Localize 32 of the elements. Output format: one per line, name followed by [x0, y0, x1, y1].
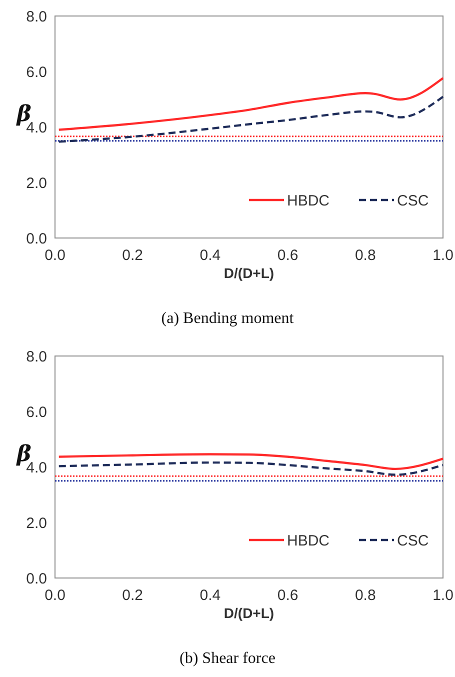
x-tick-label: 0.2: [122, 247, 144, 264]
legend-label: HBDC: [287, 192, 330, 210]
y-tick-label: 0.0: [26, 230, 47, 248]
line-series: [58, 96, 444, 143]
text: (b) Shear force: [180, 650, 276, 667]
y-tick-label: 6.0: [26, 64, 47, 81]
legend-label: HBDC: [287, 532, 330, 550]
x-tick-label: 0.2: [122, 587, 144, 604]
y-tick-label: 8.0: [26, 8, 47, 26]
text: (a) Bending moment: [161, 310, 294, 327]
x-tick-label: 0.0: [44, 247, 66, 264]
x-tick-label: 0.8: [354, 247, 376, 264]
y-tick-label: 2.0: [26, 174, 47, 192]
x-tick-label: 0.6: [277, 247, 298, 264]
y-tick-label: 2.0: [26, 514, 47, 532]
x-tick-label: 1.0: [432, 247, 454, 264]
x-tick-label: 0.0: [44, 587, 66, 604]
line-series: [58, 77, 444, 131]
y-tick-label: 8.0: [26, 348, 47, 366]
line-series: [58, 461, 444, 476]
x-tick-label: 0.4: [200, 587, 221, 604]
y-tick-label: 6.0: [26, 404, 47, 421]
x-axis-title: D/(D+L): [224, 265, 274, 281]
x-tick-label: 0.4: [200, 247, 221, 264]
legend-label: CSC: [397, 192, 429, 210]
x-tick-label: 0.6: [277, 587, 298, 604]
x-axis-title: D/(D+L): [224, 605, 274, 621]
legend-label: CSC: [397, 532, 429, 550]
y-tick-label: 0.0: [26, 570, 47, 588]
x-tick-label: 1.0: [432, 587, 454, 604]
line-series: [58, 453, 444, 470]
x-tick-label: 0.8: [354, 587, 376, 604]
